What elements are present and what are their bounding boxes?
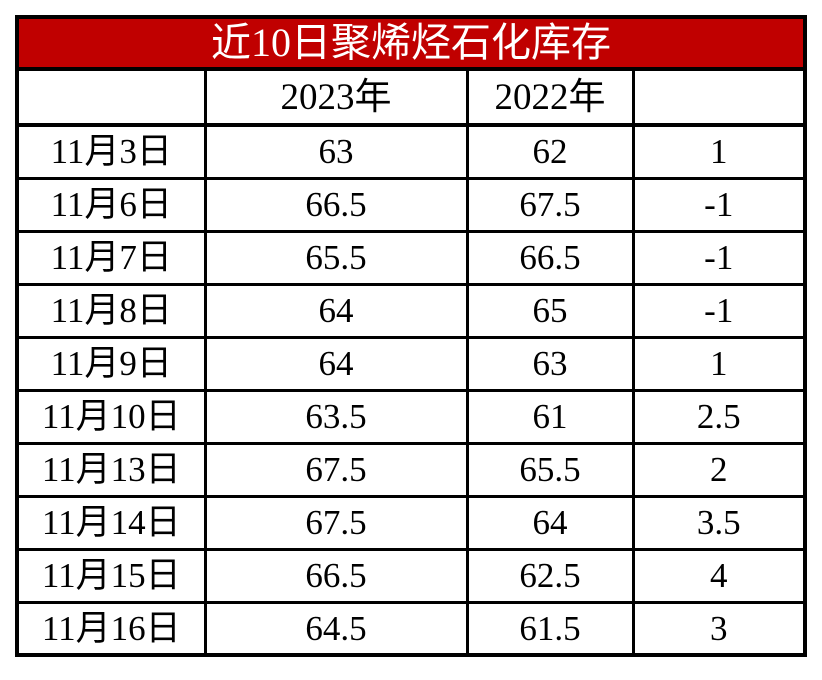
value-2022-cell: 61 — [465, 388, 635, 445]
value-2022-cell: 61.5 — [465, 600, 635, 657]
value-2023-cell: 64.5 — [203, 600, 469, 657]
table-title-row: 近10日聚烯烃石化库存 — [15, 15, 807, 71]
value-2022-cell: 65.5 — [465, 441, 635, 498]
date-cell: 11月10日 — [15, 388, 207, 445]
table-title: 近10日聚烯烃石化库存 — [15, 15, 807, 71]
diff-cell: 1 — [631, 335, 807, 392]
value-2023-cell: 64 — [203, 335, 469, 392]
diff-cell: -1 — [631, 282, 807, 339]
column-header-2023: 2023年 — [203, 67, 469, 127]
date-cell: 11月13日 — [15, 441, 207, 498]
table-row: 11月3日 63 62 1 — [15, 123, 807, 180]
value-2023-cell: 67.5 — [203, 494, 469, 551]
date-cell: 11月8日 — [15, 282, 207, 339]
diff-cell: 1 — [631, 123, 807, 180]
column-header-diff — [631, 67, 807, 127]
value-2022-cell: 66.5 — [465, 229, 635, 286]
diff-cell: 2 — [631, 441, 807, 498]
diff-cell: 4 — [631, 547, 807, 604]
value-2022-cell: 63 — [465, 335, 635, 392]
diff-cell: -1 — [631, 229, 807, 286]
value-2023-cell: 66.5 — [203, 176, 469, 233]
date-cell: 11月14日 — [15, 494, 207, 551]
column-header-row: 2023年 2022年 — [15, 67, 807, 127]
value-2023-cell: 66.5 — [203, 547, 469, 604]
value-2023-cell: 63.5 — [203, 388, 469, 445]
table-row: 11月15日 66.5 62.5 4 — [15, 547, 807, 604]
date-cell: 11月7日 — [15, 229, 207, 286]
diff-cell: 3 — [631, 600, 807, 657]
value-2022-cell: 64 — [465, 494, 635, 551]
value-2023-cell: 64 — [203, 282, 469, 339]
column-header-date — [15, 67, 207, 127]
diff-cell: 2.5 — [631, 388, 807, 445]
table-row: 11月14日 67.5 64 3.5 — [15, 494, 807, 551]
date-cell: 11月15日 — [15, 547, 207, 604]
table-row: 11月16日 64.5 61.5 3 — [15, 600, 807, 657]
table-row: 11月10日 63.5 61 2.5 — [15, 388, 807, 445]
table-body: 11月3日 63 62 1 11月6日 66.5 67.5 -1 11月7日 65.5 66.5 -1… — [15, 123, 807, 657]
value-2022-cell: 62.5 — [465, 547, 635, 604]
column-header-2022: 2022年 — [465, 67, 635, 127]
value-2022-cell: 65 — [465, 282, 635, 339]
diff-cell: -1 — [631, 176, 807, 233]
value-2023-cell: 65.5 — [203, 229, 469, 286]
date-cell: 11月6日 — [15, 176, 207, 233]
value-2022-cell: 62 — [465, 123, 635, 180]
date-cell: 11月16日 — [15, 600, 207, 657]
table-row: 11月9日 64 63 1 — [15, 335, 807, 392]
date-cell: 11月9日 — [15, 335, 207, 392]
inventory-table: 近10日聚烯烃石化库存 2023年 2022年 11月3日 63 62 1 11月6日 6… — [15, 15, 807, 657]
table-row: 11月6日 66.5 67.5 -1 — [15, 176, 807, 233]
diff-cell: 3.5 — [631, 494, 807, 551]
table-row: 11月8日 64 65 -1 — [15, 282, 807, 339]
value-2023-cell: 67.5 — [203, 441, 469, 498]
table-row: 11月13日 67.5 65.5 2 — [15, 441, 807, 498]
date-cell: 11月3日 — [15, 123, 207, 180]
value-2022-cell: 67.5 — [465, 176, 635, 233]
value-2023-cell: 63 — [203, 123, 469, 180]
table-row: 11月7日 65.5 66.5 -1 — [15, 229, 807, 286]
